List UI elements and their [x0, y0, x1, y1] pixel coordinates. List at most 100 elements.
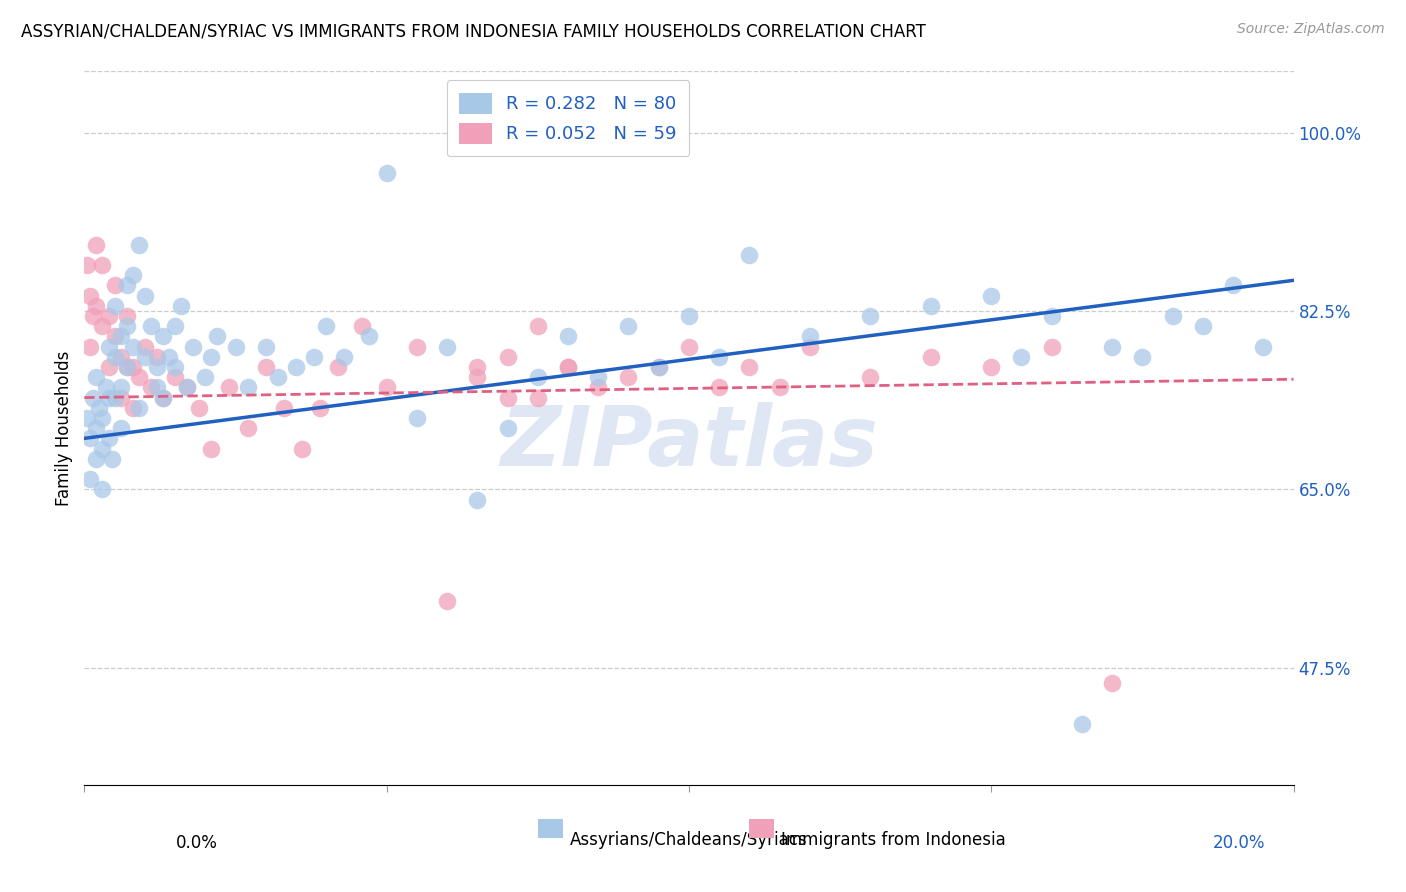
Point	[76, 411, 98, 425]
Point	[86, 237, 108, 252]
Point	[218, 380, 240, 394]
Point	[134, 340, 156, 354]
Point	[1071, 716, 1094, 731]
Point	[557, 359, 579, 374]
Point	[557, 359, 579, 374]
Point	[709, 380, 731, 394]
Point	[678, 340, 700, 354]
Text: Assyrians/Chaldeans/Syriacs: Assyrians/Chaldeans/Syriacs	[571, 831, 808, 849]
Point	[176, 380, 198, 394]
Point	[799, 329, 821, 343]
Point	[254, 359, 277, 374]
Point	[97, 340, 120, 354]
Point	[121, 340, 143, 354]
Text: Immigrants from Indonesia: Immigrants from Indonesia	[782, 831, 1005, 849]
Point	[648, 359, 671, 374]
Point	[157, 350, 180, 364]
Text: ASSYRIAN/CHALDEAN/SYRIAC VS IMMIGRANTS FROM INDONESIA FAMILY HOUSEHOLDS CORRELAT: ASSYRIAN/CHALDEAN/SYRIAC VS IMMIGRANTS F…	[21, 22, 927, 40]
Point	[86, 299, 108, 313]
Point	[104, 391, 127, 405]
Point	[200, 350, 222, 364]
Point	[436, 340, 458, 354]
Point	[165, 319, 187, 334]
Point	[1130, 350, 1153, 364]
Point	[110, 380, 132, 394]
Point	[115, 319, 138, 334]
Point	[207, 329, 229, 343]
Point	[97, 391, 120, 405]
Point	[225, 340, 247, 354]
Point	[110, 391, 132, 405]
Point	[617, 370, 640, 384]
Point	[115, 309, 138, 323]
Point	[357, 329, 380, 343]
Point	[1040, 340, 1063, 354]
Point	[1253, 340, 1275, 354]
Point	[121, 268, 143, 283]
Point	[152, 391, 174, 405]
Point	[188, 401, 211, 415]
Point	[91, 411, 114, 425]
Point	[79, 472, 101, 486]
Point	[1040, 309, 1063, 323]
Point	[110, 421, 132, 435]
Point	[79, 288, 101, 302]
Point	[315, 319, 337, 334]
Point	[128, 401, 150, 415]
Point	[91, 258, 114, 272]
Point	[302, 350, 325, 364]
Point	[527, 370, 550, 384]
Point	[86, 370, 108, 384]
Point	[738, 248, 761, 262]
Point	[859, 309, 882, 323]
Point	[91, 442, 114, 456]
Point	[104, 278, 127, 293]
Point	[115, 359, 138, 374]
Point	[121, 401, 143, 415]
Point	[617, 319, 640, 334]
Point	[128, 237, 150, 252]
Point	[146, 359, 169, 374]
Point	[76, 258, 98, 272]
Point	[121, 359, 143, 374]
Y-axis label: Family Households: Family Households	[55, 351, 73, 506]
Text: 0.0%: 0.0%	[176, 834, 218, 852]
Point	[89, 401, 111, 415]
Point	[980, 359, 1002, 374]
Point	[648, 359, 671, 374]
Point	[176, 380, 198, 394]
Point	[97, 309, 120, 323]
Point	[588, 370, 610, 384]
Text: 20.0%: 20.0%	[1213, 834, 1265, 852]
Point	[436, 594, 458, 608]
Point	[165, 359, 187, 374]
Point	[406, 340, 429, 354]
Point	[328, 359, 350, 374]
Point	[709, 350, 731, 364]
Point	[100, 451, 122, 466]
Point	[859, 370, 882, 384]
Point	[181, 340, 204, 354]
Legend: R = 0.282   N = 80, R = 0.052   N = 59: R = 0.282 N = 80, R = 0.052 N = 59	[447, 80, 689, 156]
Point	[97, 359, 120, 374]
Point	[496, 391, 519, 405]
Point	[1161, 309, 1184, 323]
Point	[110, 350, 132, 364]
Point	[91, 483, 114, 497]
Point	[97, 431, 120, 445]
Point	[352, 319, 374, 334]
Point	[115, 278, 138, 293]
Text: ZIPatlas: ZIPatlas	[501, 402, 877, 483]
Point	[1011, 350, 1033, 364]
Point	[496, 421, 519, 435]
Point	[254, 340, 277, 354]
Point	[406, 411, 429, 425]
Point	[236, 421, 259, 435]
Point	[333, 350, 356, 364]
Text: Source: ZipAtlas.com: Source: ZipAtlas.com	[1237, 22, 1385, 37]
Point	[128, 370, 150, 384]
Point	[82, 391, 104, 405]
Point	[467, 492, 489, 507]
Point	[527, 391, 550, 405]
Point	[110, 329, 132, 343]
